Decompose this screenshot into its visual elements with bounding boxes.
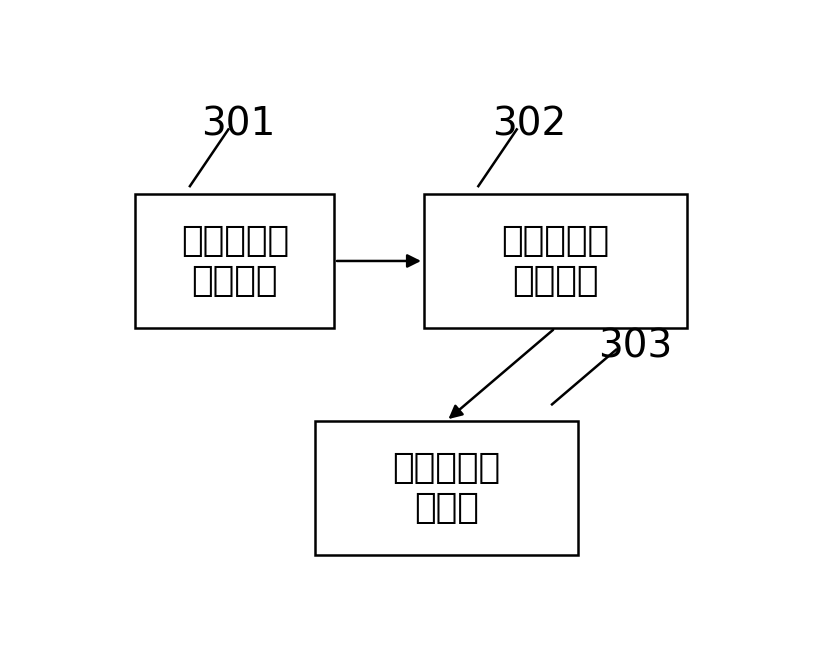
Bar	[315, 421, 577, 555]
Bar	[424, 194, 686, 328]
Bar	[136, 194, 334, 328]
Text: 可靠性函数
确定模块: 可靠性函数 确定模块	[501, 224, 609, 297]
Text: 302: 302	[492, 105, 566, 143]
Text: 可靠性值确
定模块: 可靠性值确 定模块	[392, 452, 500, 525]
Text: 301: 301	[201, 105, 275, 143]
Text: 最大单元数
确定模块: 最大单元数 确定模块	[181, 224, 289, 297]
Text: 303: 303	[598, 327, 672, 365]
